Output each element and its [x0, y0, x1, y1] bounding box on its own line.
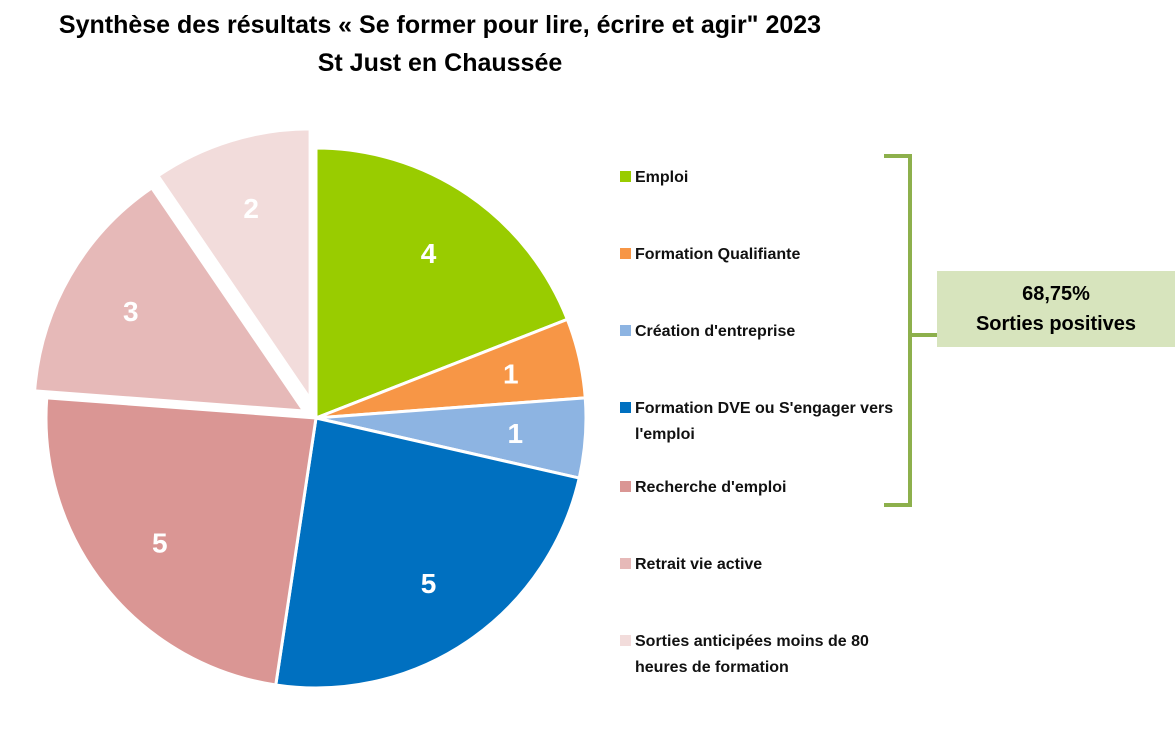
- chart-title-line1: Synthèse des résultats « Se former pour …: [58, 11, 822, 39]
- callout-label: Sorties positives: [975, 313, 1137, 335]
- pie-chart: 4 1 1 5 5 3 2: [33, 127, 588, 690]
- pie-slice-1: [314, 146, 570, 421]
- pie-slice-7: [155, 127, 312, 404]
- chart-title-line2: St Just en Chaussée: [317, 49, 563, 77]
- positive-outcomes-callout: 68,75% Sorties positives: [937, 271, 1175, 347]
- pie-slice-label-7: 2: [243, 193, 259, 224]
- pie-slice-4: [274, 416, 582, 690]
- pie-slice-label-3: 1: [507, 418, 523, 449]
- legend-label: Création d'entreprise: [635, 323, 796, 340]
- legend-label: Recherche d'emploi: [635, 479, 787, 496]
- legend-label: Formation Qualifiante: [635, 246, 801, 263]
- chart-title: Synthèse des résultats « Se former pour …: [0, 6, 880, 82]
- legend-swatch: [620, 402, 631, 413]
- pie-slice-label-1: 4: [421, 238, 437, 269]
- legend-swatch: [620, 635, 631, 646]
- pie-slice-5: [44, 396, 318, 687]
- legend-swatch: [620, 171, 631, 182]
- legend-swatch: [620, 325, 631, 336]
- legend-label: Sorties anticipées moins de 80 heures de…: [635, 633, 869, 676]
- callout-percentage: 68,75%: [1022, 283, 1090, 305]
- legend-swatch: [620, 481, 631, 492]
- pie-slice-label-6: 3: [123, 296, 139, 327]
- legend-swatch: [620, 248, 631, 259]
- pie-slice-label-2: 1: [503, 359, 519, 390]
- legend-label: Emploi: [635, 169, 689, 186]
- pie-slice-6: [33, 185, 307, 413]
- legend-swatch: [620, 558, 631, 569]
- pie-slice-label-5: 5: [152, 528, 168, 559]
- legend-label: Retrait vie active: [635, 556, 763, 573]
- legend-label: Formation DVE ou S'engager vers l'emploi: [635, 400, 894, 443]
- pie-slice-label-4: 5: [421, 568, 437, 599]
